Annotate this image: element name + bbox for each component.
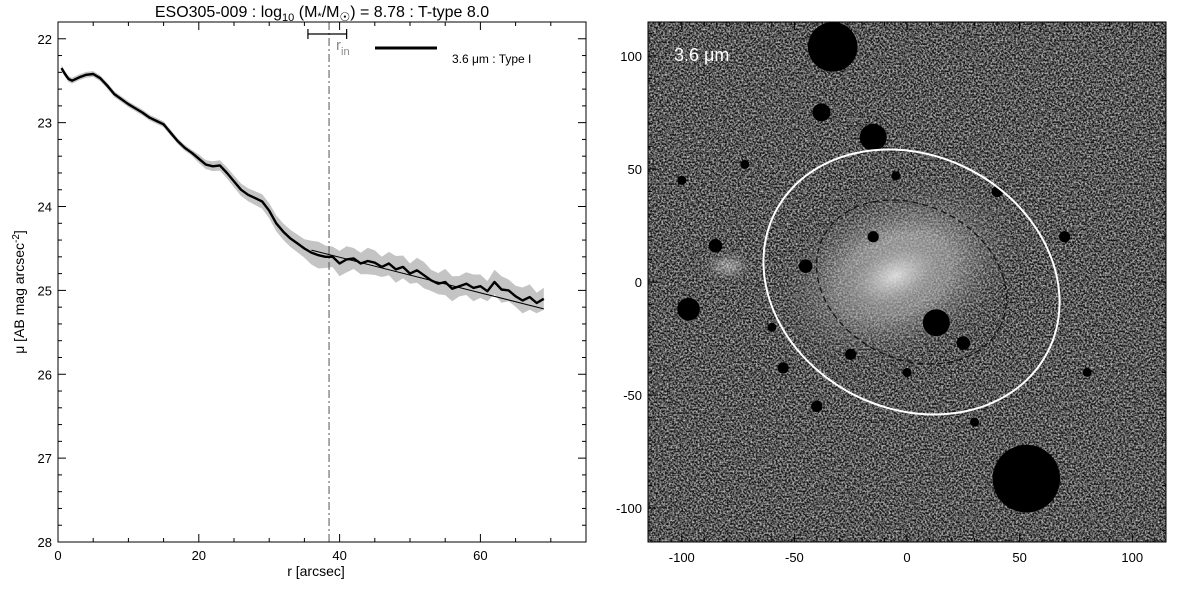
y-axis-label-close: ] <box>11 230 27 234</box>
title-part: ) = 8.78 : T-type 8.0 <box>350 4 489 21</box>
y-tick-label: 22 <box>38 32 52 47</box>
title-subscript: ☉ <box>339 10 350 24</box>
image-x-tick-label: -50 <box>785 550 804 565</box>
y-tick-label: 23 <box>38 116 52 131</box>
masked-source <box>677 297 700 321</box>
uncertainty-band <box>61 65 544 314</box>
masked-source <box>798 259 813 273</box>
uncertainty-band-layer <box>61 65 544 314</box>
image-y-tick-label: 100 <box>620 49 642 64</box>
image-y-tick-label: -50 <box>623 388 642 403</box>
profile-series-line <box>60 67 545 305</box>
chart-title: ESO305-009 : log10 (M*/M☉) = 8.78 : T-ty… <box>155 4 489 24</box>
y-tick-label: 24 <box>38 200 52 215</box>
profile-plot: ESO305-009 : log10 (M*/M☉) = 8.78 : T-ty… <box>11 4 587 579</box>
title-part: /M <box>322 4 340 21</box>
masked-source <box>1059 231 1071 243</box>
masked-source <box>812 103 831 122</box>
image-y-tick-label: 50 <box>628 162 642 177</box>
inner-isophote-ellipse <box>815 199 1008 365</box>
masked-source <box>891 171 901 181</box>
image-y-tick-label: -100 <box>616 501 642 516</box>
image-axis-ticks: -100 -50 0 50 100 -100 -50 0 50 100 <box>616 22 1166 565</box>
galaxy-image-panel: -100 -50 0 50 100 -100 -50 0 50 100 3.6 μm <box>616 21 1167 565</box>
image-band-label: 3.6 μm <box>674 45 729 65</box>
y-axis-label-sup: -2 <box>11 234 22 243</box>
y-tick-label: 26 <box>38 367 52 382</box>
title-subscript: * <box>317 11 322 23</box>
masked-source <box>902 367 912 377</box>
masked-source <box>992 444 1061 513</box>
masked-source <box>970 417 980 427</box>
y-axis-label: μ [AB mag arcsec-2] <box>11 230 27 354</box>
title-part: (M <box>294 4 317 21</box>
y-axis-label-text: μ [AB mag arcsec <box>11 243 27 354</box>
masked-source <box>922 309 950 337</box>
masked-source <box>956 336 971 350</box>
masked-source <box>740 159 750 169</box>
profile-layer <box>60 67 545 305</box>
r-in-layer <box>307 22 348 542</box>
masked-source <box>708 239 723 253</box>
image-grain <box>648 22 1166 542</box>
masked-source <box>767 322 777 332</box>
masked-source <box>867 231 879 243</box>
masked-source <box>811 400 823 412</box>
r-in-subscript: in <box>341 46 350 58</box>
r-in-annotation: rin <box>336 37 350 58</box>
x-tick-label: 40 <box>332 548 346 563</box>
masked-source <box>777 362 789 374</box>
masked-source <box>845 348 857 360</box>
x-tick-label: 0 <box>54 548 61 563</box>
y-tick-label: 25 <box>38 283 52 298</box>
x-tick-label: 20 <box>192 548 206 563</box>
galaxy-image <box>648 22 1166 542</box>
image-x-tick-label: 100 <box>1121 550 1143 565</box>
masked-source <box>807 22 858 72</box>
masked-sources <box>677 22 1092 513</box>
outer-isophote-ellipse <box>762 148 1061 416</box>
x-axis-label: r [arcsec] <box>287 563 345 579</box>
image-y-tick-label: 0 <box>635 275 642 290</box>
plot-frame <box>57 21 587 543</box>
legend-label: 3.6 μm : Type I <box>452 52 531 66</box>
legend: 3.6 μm : Type I <box>375 46 531 66</box>
image-x-tick-label: -100 <box>669 550 695 565</box>
masked-source <box>677 175 687 185</box>
image-x-tick-label: 0 <box>903 550 910 565</box>
axis-ticks: 0 20 40 60 22 23 24 25 26 27 28 <box>38 22 587 563</box>
masked-source <box>1082 367 1092 377</box>
y-tick-label: 27 <box>38 451 52 466</box>
x-tick-label: 60 <box>473 548 487 563</box>
masked-source <box>859 123 887 151</box>
y-tick-label: 28 <box>38 535 52 550</box>
isophote-ellipses <box>762 148 1061 416</box>
image-x-tick-label: 50 <box>1012 550 1026 565</box>
r-in-text: r <box>336 37 341 54</box>
title-part: ESO305-009 : log <box>155 4 282 21</box>
title-subscript: 10 <box>282 12 294 24</box>
